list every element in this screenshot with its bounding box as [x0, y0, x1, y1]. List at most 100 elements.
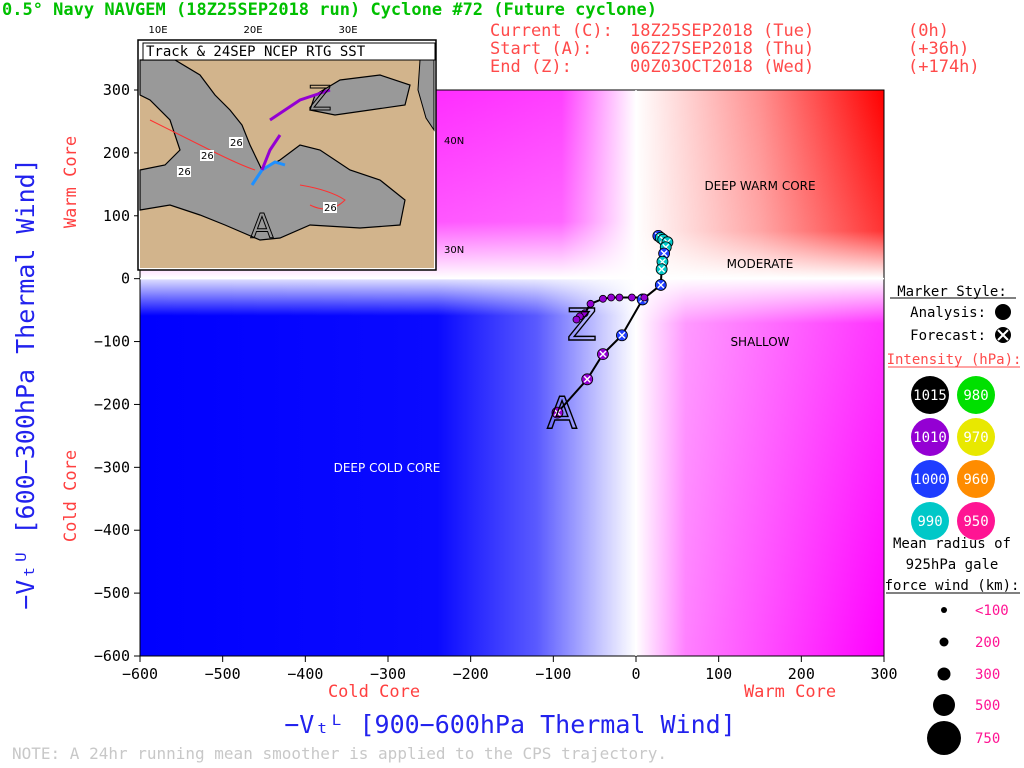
x-tick-label: −200 [453, 665, 489, 683]
start-value: 06Z27SEP2018 (Thu) [630, 39, 815, 59]
trajectory-point [581, 373, 594, 386]
trajectory-point [654, 279, 667, 291]
x-tick-label: −400 [287, 665, 323, 683]
y-side-cold-label: Cold Core [61, 450, 81, 542]
legend-radius-swatches: <100 200 300 500 750 [927, 603, 1009, 755]
radius-swatch-label: <100 [975, 603, 1009, 619]
start-label: Start (A): [490, 39, 593, 59]
radius-swatch: 750 [927, 721, 1000, 755]
y-tick-label: −600 [94, 647, 130, 665]
inset-start-marker: A [250, 207, 273, 247]
intensity-swatch-label: 1000 [913, 472, 947, 488]
x-tick-label: −600 [122, 665, 158, 683]
x-tick-label: −100 [535, 665, 571, 683]
x-tick-label: 200 [788, 665, 815, 683]
radius-swatch: <100 [941, 603, 1009, 619]
end-label: End (Z): [490, 57, 572, 77]
inset-end-marker: Z [308, 79, 331, 119]
legend-radius-title-3: force wind (km): [885, 578, 1020, 594]
inset-sst-label: 26 [201, 151, 214, 162]
cps-trajectory [551, 230, 674, 419]
inset-title: Track & 24SEP NCEP RTG SST [146, 44, 366, 60]
legend-forecast-label: Forecast: [910, 328, 986, 344]
region-moderate: MODERATE [727, 257, 794, 271]
inset-lon-label: 20E [243, 25, 262, 36]
radius-swatch-label: 500 [975, 698, 1000, 714]
radius-swatch-label: 750 [975, 731, 1000, 747]
chart-title: 0.5° Navy NAVGEM (18Z25SEP2018 run) Cycl… [2, 0, 658, 20]
inset-sst-label: 26 [230, 138, 243, 149]
y-tick-label: −300 [94, 458, 130, 476]
intensity-swatch: 960 [957, 460, 995, 498]
trajectory-point [597, 348, 609, 361]
intensity-swatch: 1000 [911, 460, 949, 498]
inset-sea [139, 59, 406, 241]
radius-swatch-label: 300 [975, 667, 1000, 683]
inset-sst-label: 26 [324, 203, 337, 214]
smoother-note: NOTE: A 24hr running mean smoother is ap… [12, 744, 668, 763]
y-tick-label: 200 [103, 144, 130, 162]
trajectory-point [656, 255, 669, 268]
trajectory-point [640, 293, 649, 302]
inset-sst-label: 26 [178, 167, 191, 178]
intensity-swatch-label: 950 [963, 514, 988, 530]
x-tick-label: −500 [205, 665, 241, 683]
x-tick-label: 100 [705, 665, 732, 683]
x-side-warm-label: Warm Core [744, 682, 836, 702]
intensity-swatch-label: 1015 [913, 388, 947, 404]
legend-analysis-label: Analysis: [910, 305, 986, 321]
trajectory-point [615, 293, 624, 302]
intensity-swatch-label: 980 [963, 388, 988, 404]
inset-black-sea [309, 74, 411, 116]
radius-swatch: 200 [939, 635, 1000, 651]
legend-intensity-swatches: 1015 980 1010 970 1000 960 990 950 [911, 376, 995, 540]
region-deep-warm-core: DEEP WARM CORE [704, 179, 815, 193]
trajectory-point [655, 263, 668, 276]
trajectory-point [627, 293, 636, 302]
legend-intensity-title: Intensity (hPa): [887, 352, 1022, 368]
end-offset: (+174h) [908, 57, 980, 77]
intensity-swatch: 950 [957, 502, 995, 540]
intensity-swatch-label: 1010 [913, 430, 947, 446]
y-tick-label: 300 [103, 81, 130, 99]
chart-axes: −600 −500 −400 −300 −200 −100 0 100 200 300 −600 −5… [94, 81, 898, 683]
intensity-swatch: 1010 [911, 418, 949, 456]
intensity-swatch-label: 960 [963, 472, 988, 488]
legend-marker-style-title: Marker Style: [897, 284, 1007, 300]
trajectory-point [599, 294, 607, 303]
trajectory-start-marker: A [547, 388, 577, 439]
inset-lon-label: 30E [338, 25, 357, 36]
legend-radius-title-2: 925hPa gale [906, 557, 999, 573]
y-tick-label: −500 [94, 584, 130, 602]
start-offset: (+36h) [908, 39, 970, 59]
inset-map: Track & 24SEP NCEP RTG SST 10E 20E 30E 4… [137, 25, 464, 271]
current-offset: (0h) [908, 21, 949, 41]
x-axis-title: −Vₜᴸ [900−600hPa Thermal Wind] [284, 710, 736, 739]
y-tick-label: −100 [94, 333, 130, 351]
intensity-swatch-label: 990 [917, 514, 942, 530]
y-tick-label: −400 [94, 521, 130, 539]
intensity-swatch: 990 [911, 502, 949, 540]
legend-analysis-marker [995, 304, 1011, 320]
current-label: Current (C): [490, 21, 613, 41]
x-tick-label: 0 [631, 665, 640, 683]
trajectory-end-marker: Z [567, 300, 597, 351]
trajectory-point [572, 315, 581, 324]
intensity-swatch: 980 [957, 376, 995, 414]
x-side-cold-label: Cold Core [328, 682, 420, 702]
trajectory-point [607, 293, 616, 302]
inset-lon-label: 10E [148, 25, 167, 36]
trajectory-point [586, 299, 595, 308]
current-value: 18Z25SEP2018 (Tue) [630, 21, 815, 41]
y-side-warm-label: Warm Core [61, 136, 81, 228]
y-tick-label: 100 [103, 207, 130, 225]
y-tick-label: 0 [121, 270, 130, 288]
legend-forecast-marker [995, 327, 1011, 343]
legend: Marker Style: Analysis: Forecast: Intens… [885, 284, 1022, 755]
y-axis-title: −Vₜᵁ [600−300hPa Thermal Wind] [11, 158, 40, 610]
radius-swatch: 500 [933, 694, 1000, 716]
intensity-swatch: 970 [957, 418, 995, 456]
intensity-swatch-label: 970 [963, 430, 988, 446]
y-tick-label: −200 [94, 395, 130, 413]
x-tick-label: −300 [370, 665, 406, 683]
